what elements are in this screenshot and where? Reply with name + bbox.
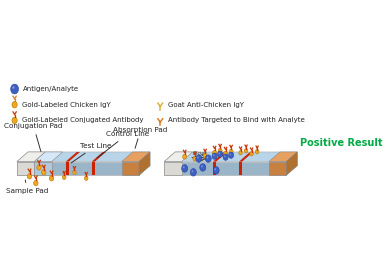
Circle shape [219, 152, 220, 154]
Polygon shape [164, 162, 286, 175]
Circle shape [213, 167, 219, 174]
Circle shape [85, 176, 88, 180]
Circle shape [213, 150, 216, 155]
Circle shape [224, 151, 228, 156]
Polygon shape [164, 162, 181, 175]
Polygon shape [17, 152, 45, 162]
Polygon shape [34, 152, 63, 162]
Circle shape [244, 149, 248, 153]
Circle shape [229, 149, 233, 154]
Circle shape [203, 153, 207, 158]
Polygon shape [239, 152, 253, 162]
Circle shape [192, 170, 193, 172]
Circle shape [12, 117, 17, 124]
Circle shape [250, 151, 253, 156]
Polygon shape [17, 162, 34, 175]
Polygon shape [122, 152, 150, 162]
Circle shape [12, 86, 15, 89]
Circle shape [224, 155, 226, 157]
Circle shape [223, 154, 228, 160]
Polygon shape [92, 162, 95, 175]
Polygon shape [213, 152, 227, 162]
Polygon shape [286, 152, 297, 175]
Circle shape [190, 169, 196, 176]
Text: Conjugation Pad: Conjugation Pad [4, 123, 63, 156]
Circle shape [33, 180, 38, 186]
Polygon shape [164, 152, 192, 162]
Polygon shape [17, 152, 150, 162]
Polygon shape [164, 152, 297, 162]
Circle shape [73, 170, 76, 174]
Polygon shape [269, 152, 297, 162]
Circle shape [239, 151, 242, 155]
Circle shape [200, 164, 206, 171]
Text: Sample Pad: Sample Pad [6, 180, 48, 194]
Circle shape [37, 165, 41, 170]
Polygon shape [139, 152, 150, 175]
Circle shape [183, 166, 184, 168]
Circle shape [11, 84, 18, 94]
Circle shape [27, 174, 32, 179]
Text: Positive Result: Positive Result [300, 138, 382, 148]
Circle shape [62, 175, 66, 179]
Polygon shape [122, 162, 139, 175]
Text: Flow: Flow [192, 151, 207, 156]
Text: Antigen/Analyte: Antigen/Analyte [22, 86, 79, 92]
Circle shape [218, 148, 222, 153]
Polygon shape [286, 152, 297, 175]
Circle shape [196, 155, 202, 162]
Circle shape [255, 150, 259, 154]
Circle shape [230, 153, 231, 155]
Polygon shape [17, 162, 139, 175]
Circle shape [49, 176, 54, 181]
Circle shape [214, 168, 216, 170]
Polygon shape [34, 162, 52, 175]
Text: Gold-Labeled Chicken IgY: Gold-Labeled Chicken IgY [22, 102, 111, 108]
Circle shape [42, 170, 46, 175]
Circle shape [218, 151, 223, 157]
Text: Goat Anti-Chicken IgY: Goat Anti-Chicken IgY [168, 102, 244, 108]
Polygon shape [66, 162, 69, 175]
Circle shape [213, 154, 214, 156]
Polygon shape [66, 152, 80, 162]
Text: Gold-Labeled Conjugated Antibody: Gold-Labeled Conjugated Antibody [22, 117, 144, 123]
Polygon shape [92, 152, 106, 162]
Text: Antibody Targeted to Bind with Analyte: Antibody Targeted to Bind with Analyte [168, 117, 305, 123]
Circle shape [212, 153, 217, 159]
Circle shape [197, 157, 199, 158]
Circle shape [205, 155, 211, 162]
Circle shape [193, 156, 197, 161]
Polygon shape [213, 162, 216, 175]
Polygon shape [239, 162, 242, 175]
Circle shape [201, 165, 203, 167]
Circle shape [182, 165, 187, 172]
Text: Test Line: Test Line [71, 143, 111, 163]
Text: Control Line: Control Line [97, 131, 149, 158]
Text: Absorption Pad: Absorption Pad [114, 127, 168, 148]
Circle shape [183, 154, 187, 159]
Polygon shape [139, 152, 150, 175]
Polygon shape [269, 162, 286, 175]
Circle shape [206, 157, 208, 158]
Circle shape [12, 101, 17, 108]
Circle shape [229, 152, 234, 158]
